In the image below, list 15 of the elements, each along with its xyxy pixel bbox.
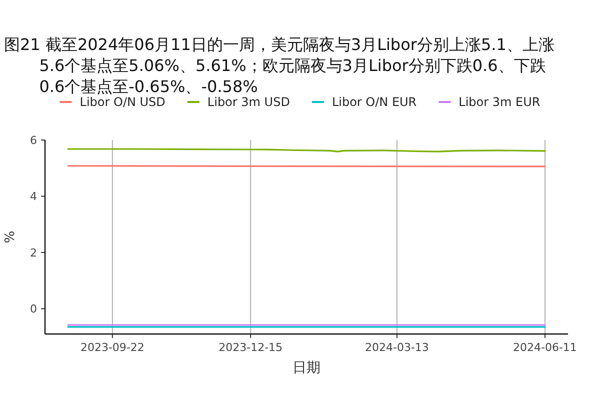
- x-tick-label: 2023-09-22: [80, 341, 144, 354]
- y-tick-label: 4: [30, 190, 37, 204]
- x-tick-label: 2023-12-15: [218, 341, 283, 354]
- legend-label: Libor O/N EUR: [332, 95, 417, 109]
- chart-title: 图21 截至2024年06月11日的一周，美元隔夜与3月Libor分别上涨5.1、上涨5.6个基点至5.06%、5.61%；欧元隔夜与3月Libor分别下跌0.6、下跌0.6个基点至-0.65%、-0.58%: [4, 35, 554, 96]
- legend-label: Libor 3m EUR: [458, 95, 540, 109]
- y-tick-label: 0: [30, 302, 37, 316]
- x-tick-label: 2024-06-11: [513, 341, 577, 354]
- y-axis-title: %: [3, 230, 18, 244]
- legend-label: Libor O/N USD: [80, 95, 166, 109]
- y-tick-label: 6: [30, 134, 37, 147]
- x-tick-label: 2024-03-13: [364, 341, 429, 354]
- y-tick-label: 2: [30, 246, 37, 260]
- legend-label: Libor 3m USD: [207, 95, 290, 109]
- x-axis-title: 日期: [292, 360, 320, 376]
